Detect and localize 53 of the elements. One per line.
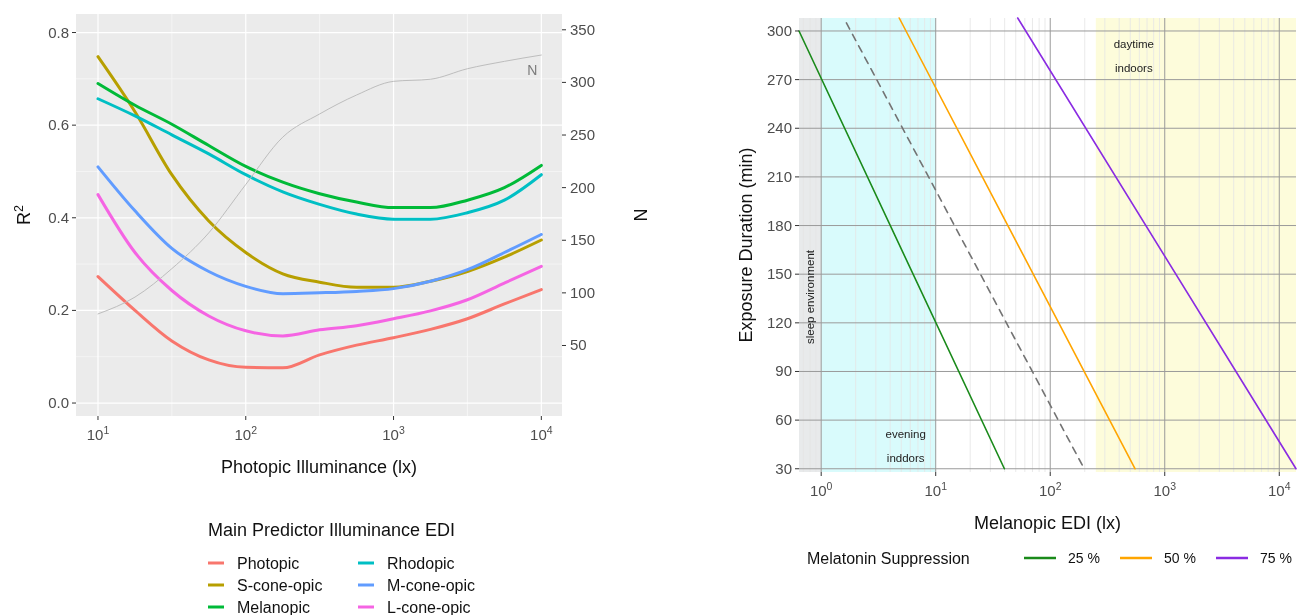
y-tick-label: 300 [766, 21, 792, 39]
line-series [96, 275, 543, 370]
y2-tick-label: 300 [570, 73, 596, 91]
y2-tick-label: 200 [570, 178, 596, 196]
y-tick-label: 90 [775, 362, 792, 380]
y-tick-label: 0.0 [48, 394, 69, 412]
legend-label: S-cone-opic [237, 577, 323, 594]
x-tick-label: 10$^{4}$ [530, 424, 553, 443]
series-label: N [527, 62, 538, 79]
y-tick-label: 120 [766, 313, 792, 331]
y-axis-title: Exposure Duration (min) [736, 147, 756, 343]
x-axis-title: Melanopic EDI (lx) [973, 513, 1122, 533]
legend-title: Main Predictor Illuminance EDI [208, 520, 456, 540]
band-label: daytime indoors [1113, 38, 1154, 74]
y-tick-label: 0.2 [48, 301, 69, 319]
y-tick-label: 150 [766, 265, 792, 283]
x-tick-label: 10$^{2}$ [234, 424, 258, 443]
y-tick-label: 60 [775, 411, 792, 429]
x-tick-label: 10$^{3}$ [382, 424, 405, 443]
x-tick-label: 10$^{3}$ [1153, 480, 1177, 499]
band-label: sleep environment [804, 249, 817, 344]
x-tick-label: 10$^{0}$ [809, 480, 833, 499]
y-tick-label: 210 [766, 167, 792, 185]
x-axis-title: Photopic Illuminance (lx) [220, 457, 418, 477]
legend-label: 75 % [1260, 550, 1292, 566]
line-series [96, 165, 543, 296]
legend-title: Melatonin Suppression [807, 550, 970, 567]
x-tick-label: 10$^{2}$ [1038, 480, 1062, 499]
y-tick-label: 0.6 [48, 116, 69, 134]
x-tick-label: 10$^{4}$ [1268, 480, 1291, 499]
y-tick-label: 0.4 [48, 208, 69, 226]
y2-tick-label: 100 [570, 283, 596, 301]
legend-label: Rhodopic [387, 555, 455, 572]
y2-tick-label: 350 [570, 20, 596, 38]
y2-axis-title: N [630, 208, 650, 222]
legend-label: 50 % [1164, 550, 1196, 566]
x-tick-label: 10$^{1}$ [924, 480, 948, 499]
legend-label: M-cone-opic [387, 577, 476, 594]
y-tick-label: 30 [775, 459, 792, 477]
band-label: evening inddors [885, 428, 926, 464]
y2-tick-label: 250 [570, 126, 596, 144]
line-series [96, 81, 543, 210]
line-series [96, 97, 543, 221]
line-series [96, 193, 543, 338]
y2-tick-label: 150 [570, 231, 596, 249]
x-tick-label: 10$^{1}$ [86, 424, 110, 443]
y-tick-label: 240 [766, 119, 792, 137]
y2-tick-label: 50 [570, 336, 587, 354]
y-tick-label: 180 [766, 216, 792, 234]
legend-label: 25 % [1068, 550, 1100, 566]
legend-label: Photopic [237, 555, 300, 572]
y-tick-label: 270 [766, 70, 792, 88]
y-tick-label: 0.8 [48, 23, 69, 41]
